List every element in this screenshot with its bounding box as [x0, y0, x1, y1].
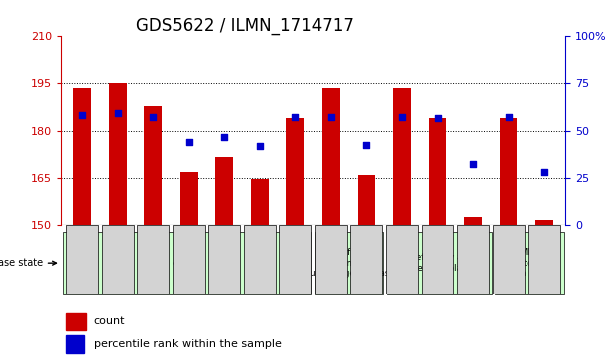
Text: control: control: [172, 259, 202, 268]
FancyBboxPatch shape: [457, 225, 489, 294]
FancyBboxPatch shape: [315, 225, 347, 294]
Point: [148, 114, 158, 119]
Point: [326, 114, 336, 119]
Bar: [393, 88, 411, 225]
Bar: [73, 88, 91, 225]
Bar: [464, 217, 482, 225]
Bar: [500, 118, 517, 225]
FancyBboxPatch shape: [387, 232, 491, 294]
FancyBboxPatch shape: [244, 225, 276, 294]
Bar: [358, 175, 375, 225]
Text: MDS refractory
cytopenia with
multilineage dysplasia: MDS refractory cytopenia with multilinea…: [302, 248, 396, 278]
Point: [468, 161, 478, 167]
Bar: [66, 335, 83, 353]
FancyBboxPatch shape: [492, 225, 525, 294]
Text: GDS5622 / ILMN_1714717: GDS5622 / ILMN_1714717: [136, 17, 354, 35]
Text: disease state: disease state: [0, 258, 57, 268]
Text: MDS refractory anemia
with excess blasts-1: MDS refractory anemia with excess blasts…: [390, 253, 488, 273]
Point: [255, 143, 264, 149]
Text: MDS
refractory ane
mia with: MDS refractory ane mia with: [499, 248, 559, 278]
Bar: [109, 83, 126, 225]
Text: percentile rank within the sample: percentile rank within the sample: [94, 339, 282, 349]
Point: [219, 134, 229, 140]
Point: [291, 114, 300, 119]
Bar: [144, 106, 162, 225]
FancyBboxPatch shape: [350, 225, 382, 294]
Point: [503, 114, 513, 119]
Point: [184, 139, 193, 144]
FancyBboxPatch shape: [102, 225, 134, 294]
FancyBboxPatch shape: [66, 225, 98, 294]
Point: [397, 114, 407, 119]
Bar: [286, 118, 304, 225]
FancyBboxPatch shape: [63, 232, 311, 294]
Bar: [66, 313, 86, 330]
FancyBboxPatch shape: [386, 225, 418, 294]
Bar: [322, 88, 340, 225]
Text: count: count: [94, 316, 125, 326]
Point: [113, 110, 123, 116]
Bar: [251, 179, 269, 225]
FancyBboxPatch shape: [173, 225, 205, 294]
Point: [362, 142, 371, 148]
Point: [433, 115, 443, 121]
FancyBboxPatch shape: [279, 225, 311, 294]
FancyBboxPatch shape: [315, 232, 384, 294]
Bar: [429, 118, 446, 225]
Point: [539, 169, 549, 175]
Bar: [215, 158, 233, 225]
FancyBboxPatch shape: [421, 225, 454, 294]
Bar: [180, 172, 198, 225]
Point: [77, 112, 87, 118]
FancyBboxPatch shape: [495, 232, 564, 294]
Bar: [535, 220, 553, 225]
FancyBboxPatch shape: [209, 225, 240, 294]
FancyBboxPatch shape: [528, 225, 560, 294]
FancyBboxPatch shape: [137, 225, 169, 294]
